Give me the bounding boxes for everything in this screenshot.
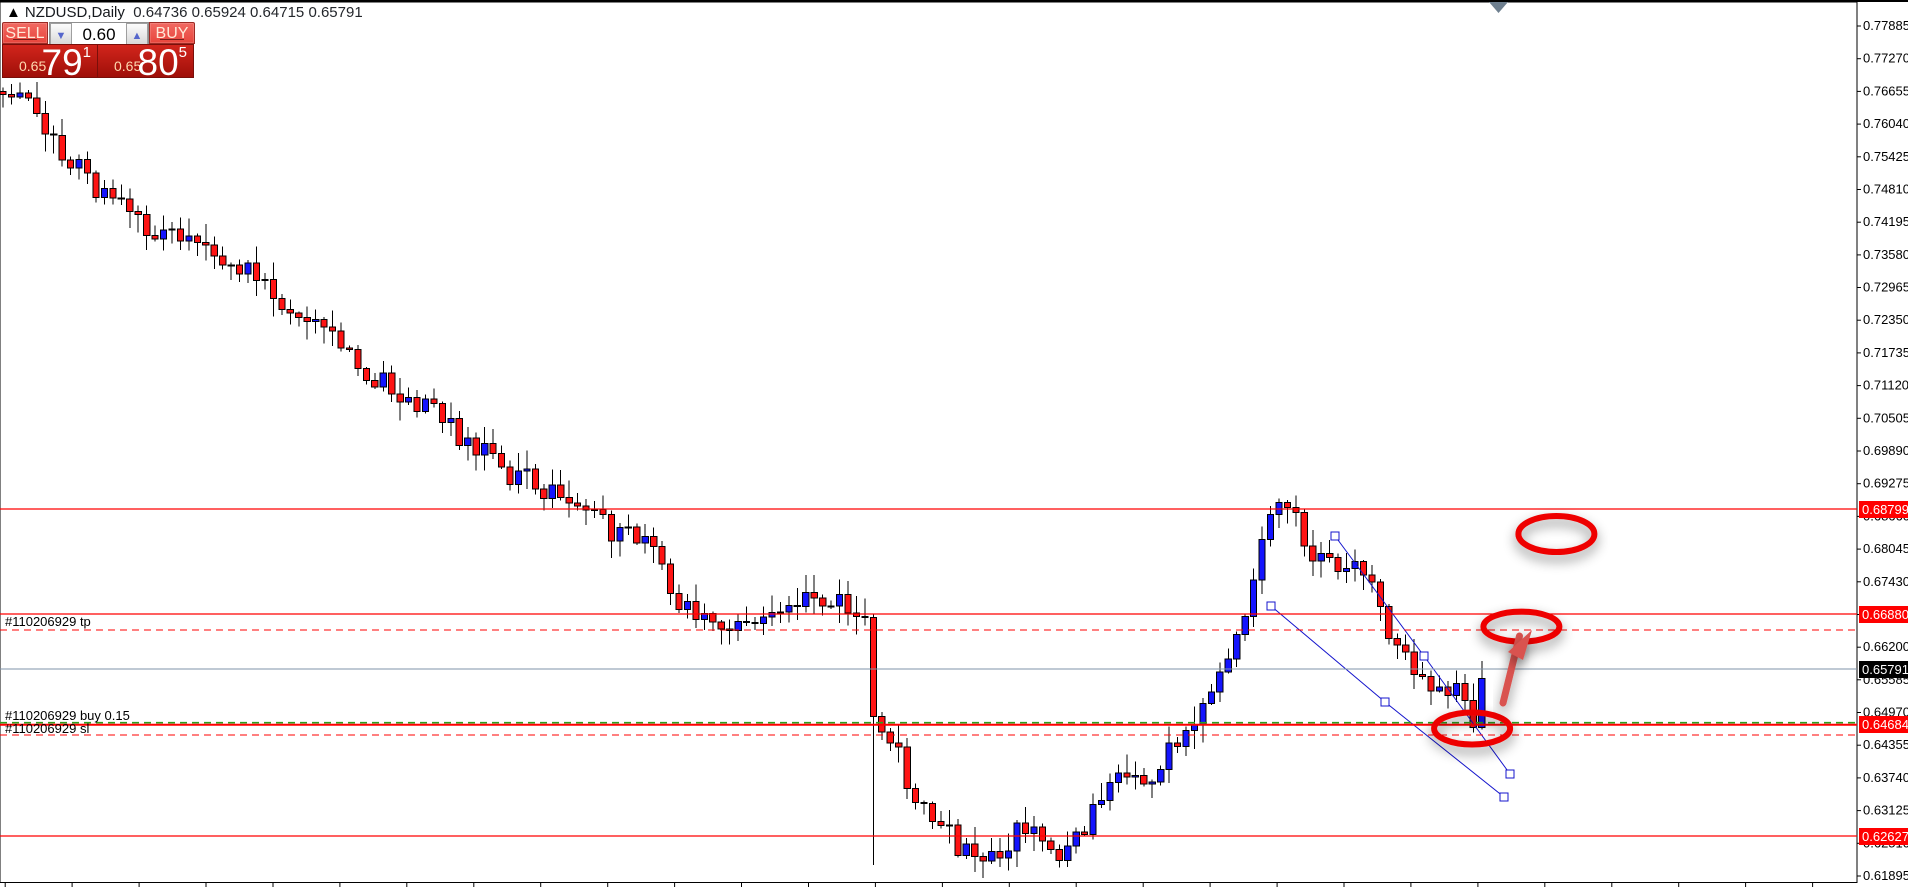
svg-text:0.63740: 0.63740: [1863, 770, 1908, 785]
svg-text:#110206929 sl: #110206929 sl: [5, 721, 89, 736]
svg-text:0.68045: 0.68045: [1863, 541, 1908, 556]
svg-text:0.72350: 0.72350: [1863, 312, 1908, 327]
svg-text:0.67430: 0.67430: [1863, 574, 1908, 589]
svg-text:0.70505: 0.70505: [1863, 410, 1908, 425]
svg-text:0.77885: 0.77885: [1863, 18, 1908, 33]
svg-text:0.72965: 0.72965: [1863, 280, 1908, 295]
svg-text:0.75425: 0.75425: [1863, 149, 1908, 164]
svg-text:#110206929 tp: #110206929 tp: [5, 614, 91, 629]
svg-text:0.76040: 0.76040: [1863, 116, 1908, 131]
svg-text:0.74810: 0.74810: [1863, 182, 1908, 197]
svg-text:0.71735: 0.71735: [1863, 345, 1908, 360]
svg-text:0.69275: 0.69275: [1863, 476, 1908, 491]
svg-text:0.66200: 0.66200: [1863, 639, 1908, 654]
svg-text:0.77270: 0.77270: [1863, 51, 1908, 66]
svg-text:0.69890: 0.69890: [1863, 443, 1908, 458]
svg-text:0.71120: 0.71120: [1863, 378, 1908, 393]
svg-text:0.73580: 0.73580: [1863, 247, 1908, 262]
svg-text:0.61895: 0.61895: [1863, 868, 1908, 883]
svg-text:0.74195: 0.74195: [1863, 214, 1908, 229]
svg-text:0.64355: 0.64355: [1863, 737, 1908, 752]
svg-text:0.76655: 0.76655: [1863, 83, 1908, 98]
svg-text:0.63125: 0.63125: [1863, 803, 1908, 818]
